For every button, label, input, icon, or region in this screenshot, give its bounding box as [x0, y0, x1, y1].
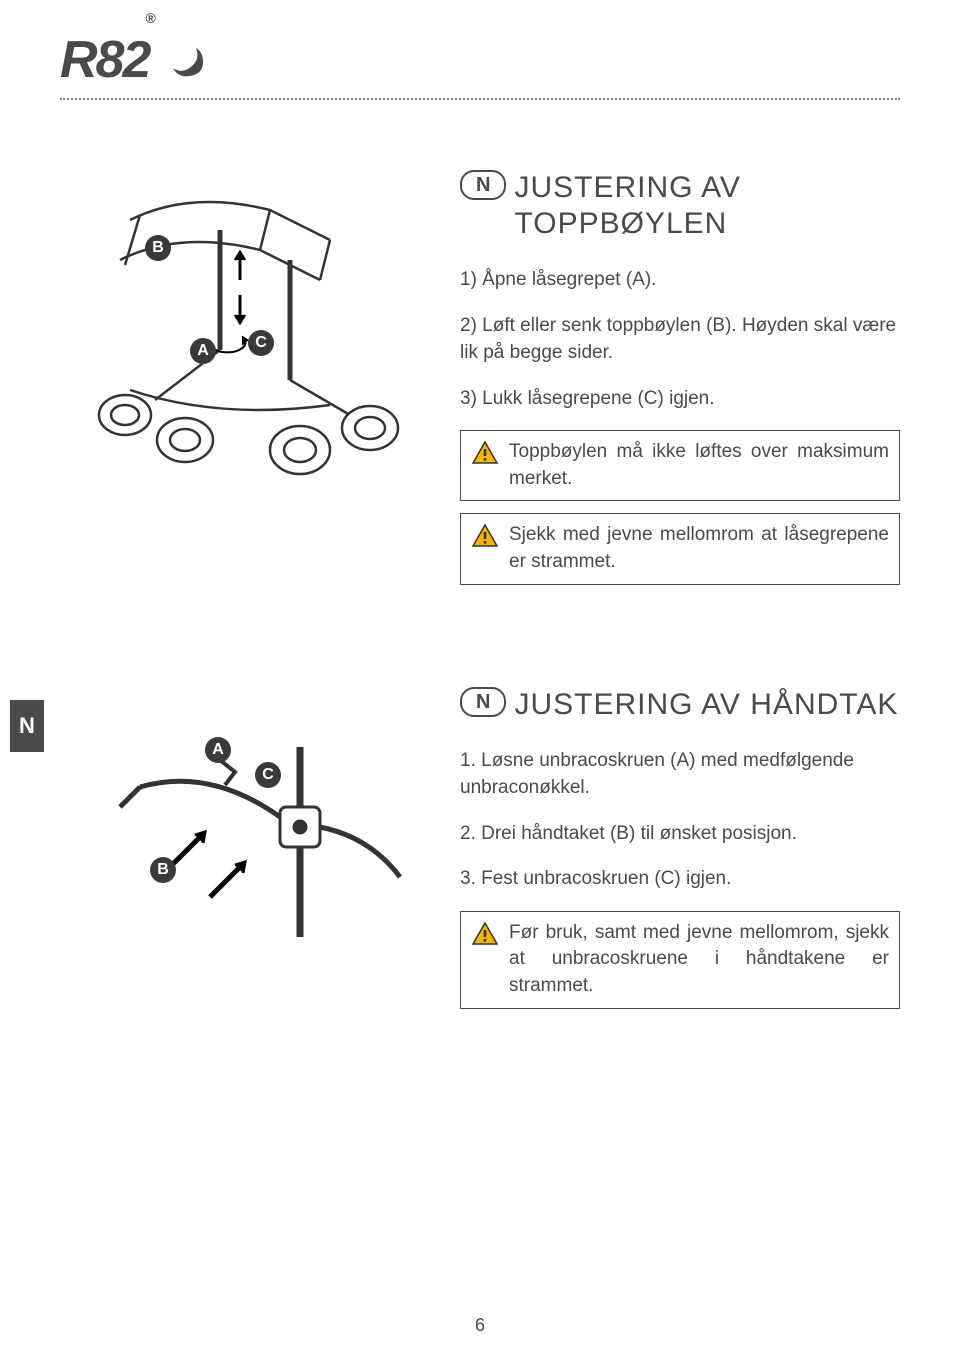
section-2-badge: N — [460, 687, 506, 717]
section-2-title: JUSTERING AV HÅNDTAK — [514, 687, 898, 723]
warning-box: Toppbøylen må ikke løftes over maksimum … — [460, 430, 900, 501]
section-2-steps: 1. Løsne unbracoskruen (A) med medfølgen… — [460, 747, 900, 893]
warning-triangle-icon — [471, 439, 499, 467]
section-1: B A C N JUSTERING AV TOPPBØYLEN 1) Åpne … — [60, 160, 900, 597]
header-divider — [60, 98, 900, 100]
section-1-text: N JUSTERING AV TOPPBØYLEN 1) Åpne låsegr… — [460, 160, 900, 597]
section-1-steps: 1) Åpne låsegrepet (A). 2) Løft eller se… — [460, 266, 900, 412]
logo-swoosh-icon — [168, 40, 208, 80]
warning-text: Før bruk, samt med jevne mellomrom, sjek… — [509, 920, 889, 1000]
handle-diagram-icon — [70, 677, 430, 957]
illustration-2: A C B — [60, 677, 440, 1021]
callout-c: C — [248, 330, 274, 356]
step: 1) Åpne låsegrepet (A). — [460, 266, 900, 294]
section-1-title: JUSTERING AV TOPPBØYLEN — [514, 170, 900, 242]
illustration-1: B A C — [60, 160, 440, 597]
step: 3. Fest unbracoskruen (C) igjen. — [460, 865, 900, 893]
warning-triangle-icon — [471, 920, 499, 948]
warning-text: Toppbøylen må ikke løftes over maksimum … — [509, 439, 889, 492]
walker-diagram-icon — [70, 160, 430, 480]
callout-a: A — [190, 338, 216, 364]
section-1-header: N JUSTERING AV TOPPBØYLEN — [460, 170, 900, 242]
step: 3) Lukk låsegrepene (C) igjen. — [460, 385, 900, 413]
callout-b: B — [145, 235, 171, 261]
callout-b: B — [150, 857, 176, 883]
warning-text: Sjekk med jevne mellomrom at låsegrepene… — [509, 522, 889, 575]
section-1-badge: N — [460, 170, 506, 200]
page-header: R82® — [60, 30, 900, 90]
warning-box: Sjekk med jevne mellomrom at låsegrepene… — [460, 513, 900, 584]
warning-box: Før bruk, samt med jevne mellomrom, sjek… — [460, 911, 900, 1009]
registered-mark: ® — [145, 10, 153, 26]
logo-text: R82® — [60, 30, 158, 90]
callout-a: A — [205, 737, 231, 763]
warning-triangle-icon — [471, 522, 499, 550]
section-2-text: N JUSTERING AV HÅNDTAK 1. Løsne unbracos… — [460, 677, 900, 1021]
step: 1. Løsne unbracoskruen (A) med medfølgen… — [460, 747, 900, 802]
callout-c: C — [255, 762, 281, 788]
page-number: 6 — [475, 1315, 485, 1336]
step: 2. Drei håndtaket (B) til ønsket posisjo… — [460, 820, 900, 848]
section-2: A C B N JUSTERING AV HÅNDTAK 1. Løsne un… — [60, 677, 900, 1021]
section-2-header: N JUSTERING AV HÅNDTAK — [460, 687, 900, 723]
step: 2) Løft eller senk toppbøylen (B). Høyde… — [460, 312, 900, 367]
language-tab: N — [10, 700, 44, 752]
